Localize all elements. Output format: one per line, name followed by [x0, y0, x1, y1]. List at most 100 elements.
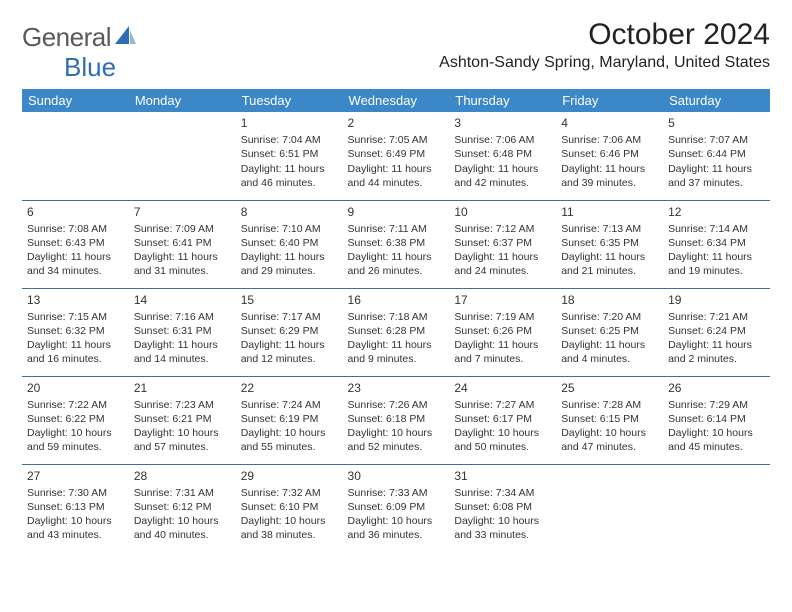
calendar-row: 13Sunrise: 7:15 AMSunset: 6:32 PMDayligh… — [22, 288, 770, 376]
sunset-text: Sunset: 6:19 PM — [241, 412, 338, 426]
daylight-text: and 14 minutes. — [134, 352, 231, 366]
day-number: 22 — [241, 380, 338, 396]
calendar-cell: 27Sunrise: 7:30 AMSunset: 6:13 PMDayligh… — [22, 464, 129, 552]
daylight-text: Daylight: 10 hours — [454, 426, 551, 440]
day-number: 29 — [241, 468, 338, 484]
daylight-text: Daylight: 10 hours — [348, 426, 445, 440]
day-header-saturday: Saturday — [663, 89, 770, 112]
sunrise-text: Sunrise: 7:07 AM — [668, 133, 765, 147]
daylight-text: and 16 minutes. — [27, 352, 124, 366]
daylight-text: Daylight: 11 hours — [668, 338, 765, 352]
daylight-text: and 9 minutes. — [348, 352, 445, 366]
day-number: 28 — [134, 468, 231, 484]
sunset-text: Sunset: 6:49 PM — [348, 147, 445, 161]
calendar-cell: 21Sunrise: 7:23 AMSunset: 6:21 PMDayligh… — [129, 376, 236, 464]
calendar-cell — [129, 112, 236, 200]
sunrise-text: Sunrise: 7:33 AM — [348, 486, 445, 500]
day-number: 2 — [348, 115, 445, 131]
sunset-text: Sunset: 6:10 PM — [241, 500, 338, 514]
day-number: 10 — [454, 204, 551, 220]
calendar-cell: 20Sunrise: 7:22 AMSunset: 6:22 PMDayligh… — [22, 376, 129, 464]
sunset-text: Sunset: 6:17 PM — [454, 412, 551, 426]
sunset-text: Sunset: 6:26 PM — [454, 324, 551, 338]
daylight-text: and 57 minutes. — [134, 440, 231, 454]
day-number: 7 — [134, 204, 231, 220]
sunset-text: Sunset: 6:24 PM — [668, 324, 765, 338]
sunrise-text: Sunrise: 7:18 AM — [348, 310, 445, 324]
sunrise-text: Sunrise: 7:16 AM — [134, 310, 231, 324]
daylight-text: Daylight: 11 hours — [134, 338, 231, 352]
daylight-text: and 31 minutes. — [134, 264, 231, 278]
daylight-text: and 7 minutes. — [454, 352, 551, 366]
calendar-cell: 5Sunrise: 7:07 AMSunset: 6:44 PMDaylight… — [663, 112, 770, 200]
calendar-cell: 6Sunrise: 7:08 AMSunset: 6:43 PMDaylight… — [22, 200, 129, 288]
day-header-row: Sunday Monday Tuesday Wednesday Thursday… — [22, 89, 770, 112]
sunset-text: Sunset: 6:14 PM — [668, 412, 765, 426]
sunrise-text: Sunrise: 7:22 AM — [27, 398, 124, 412]
daylight-text: Daylight: 10 hours — [134, 426, 231, 440]
daylight-text: Daylight: 11 hours — [668, 162, 765, 176]
calendar-cell — [556, 464, 663, 552]
sunset-text: Sunset: 6:29 PM — [241, 324, 338, 338]
calendar-cell: 28 Sunrise: 7:31 AMSunset: 6:12 PMDayligh… — [129, 464, 236, 552]
logo-text-blue: Blue — [64, 52, 116, 82]
calendar-cell — [22, 112, 129, 200]
calendar-cell: 7Sunrise: 7:09 AMSunset: 6:41 PMDaylight… — [129, 200, 236, 288]
day-number: 3 — [454, 115, 551, 131]
daylight-text: and 34 minutes. — [27, 264, 124, 278]
day-header-wednesday: Wednesday — [343, 89, 450, 112]
daylight-text: Daylight: 11 hours — [561, 338, 658, 352]
sunset-text: Sunset: 6:43 PM — [27, 236, 124, 250]
sunrise-text: Sunrise: 7:06 AM — [561, 133, 658, 147]
calendar-cell: 17Sunrise: 7:19 AMSunset: 6:26 PMDayligh… — [449, 288, 556, 376]
day-header-tuesday: Tuesday — [236, 89, 343, 112]
daylight-text: and 43 minutes. — [27, 528, 124, 542]
sunset-text: Sunset: 6:46 PM — [561, 147, 658, 161]
day-number: 12 — [668, 204, 765, 220]
daylight-text: Daylight: 11 hours — [348, 162, 445, 176]
day-number: 16 — [348, 292, 445, 308]
month-title: October 2024 — [439, 18, 770, 52]
sunrise-text: Sunrise: 7:30 AM — [27, 486, 124, 500]
sunrise-text: Sunrise: 7:29 AM — [668, 398, 765, 412]
daylight-text: and 29 minutes. — [241, 264, 338, 278]
calendar-cell: 26Sunrise: 7:29 AMSunset: 6:14 PMDayligh… — [663, 376, 770, 464]
daylight-text: Daylight: 10 hours — [241, 426, 338, 440]
daylight-text: and 59 minutes. — [27, 440, 124, 454]
day-number: 17 — [454, 292, 551, 308]
daylight-text: and 26 minutes. — [348, 264, 445, 278]
day-number: 19 — [668, 292, 765, 308]
sunrise-text: Sunrise: 7:19 AM — [454, 310, 551, 324]
day-number: 25 — [561, 380, 658, 396]
calendar-cell: 18Sunrise: 7:20 AMSunset: 6:25 PMDayligh… — [556, 288, 663, 376]
day-header-sunday: Sunday — [22, 89, 129, 112]
sunset-text: Sunset: 6:41 PM — [134, 236, 231, 250]
calendar-cell: 23Sunrise: 7:26 AMSunset: 6:18 PMDayligh… — [343, 376, 450, 464]
sunrise-text: Sunrise: 7:13 AM — [561, 222, 658, 236]
sunrise-text: Sunrise: 7:11 AM — [348, 222, 445, 236]
daylight-text: and 55 minutes. — [241, 440, 338, 454]
calendar-page: General October 2024 Ashton-Sandy Spring… — [0, 0, 792, 552]
day-header-thursday: Thursday — [449, 89, 556, 112]
sunset-text: Sunset: 6:25 PM — [561, 324, 658, 338]
sunset-text: Sunset: 6:40 PM — [241, 236, 338, 250]
daylight-text: Daylight: 10 hours — [134, 514, 231, 528]
daylight-text: Daylight: 11 hours — [348, 250, 445, 264]
sunrise-text: Sunrise: 7:31 AM — [134, 486, 231, 500]
sunrise-text: Sunrise: 7:27 AM — [454, 398, 551, 412]
daylight-text: Daylight: 10 hours — [668, 426, 765, 440]
calendar-cell: 1Sunrise: 7:04 AMSunset: 6:51 PMDaylight… — [236, 112, 343, 200]
sunset-text: Sunset: 6:31 PM — [134, 324, 231, 338]
logo-text-general: General — [22, 22, 111, 53]
sunset-text: Sunset: 6:12 PM — [134, 500, 231, 514]
daylight-text: and 2 minutes. — [668, 352, 765, 366]
calendar-cell: 11Sunrise: 7:13 AMSunset: 6:35 PMDayligh… — [556, 200, 663, 288]
sunset-text: Sunset: 6:51 PM — [241, 147, 338, 161]
calendar-cell: 24Sunrise: 7:27 AMSunset: 6:17 PMDayligh… — [449, 376, 556, 464]
daylight-text: Daylight: 11 hours — [668, 250, 765, 264]
sunset-text: Sunset: 6:13 PM — [27, 500, 124, 514]
daylight-text: Daylight: 10 hours — [27, 514, 124, 528]
day-number: 30 — [348, 468, 445, 484]
daylight-text: and 42 minutes. — [454, 176, 551, 190]
day-number: 9 — [348, 204, 445, 220]
